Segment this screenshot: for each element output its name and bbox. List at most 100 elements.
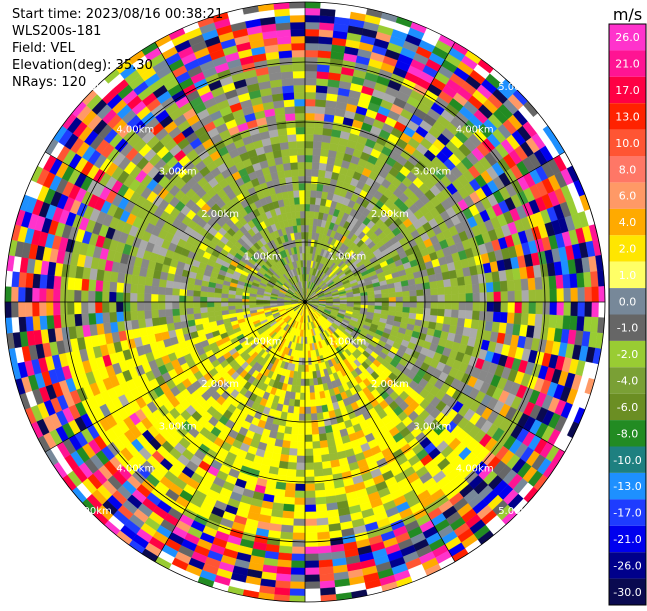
radar-gate [305,246,308,253]
radar-gate [74,290,81,302]
radar-gate [46,315,54,329]
radar-gate [208,312,216,318]
radar-gate [318,539,331,547]
radar-gate [67,290,74,303]
radar-gate [158,294,165,302]
radar-gate [293,413,300,420]
radar-gate [25,302,32,317]
radar-gate [88,302,95,313]
radar-gate [305,15,320,22]
radar-gate [283,504,294,512]
radar-gate [319,560,333,568]
radar-gate [235,302,242,306]
radar-gate [291,561,305,568]
radar-gate [279,461,289,469]
radar-gate [290,434,298,442]
radar-gate [452,302,459,310]
radar-gate [291,427,298,435]
radar-gate [464,276,472,286]
radar-gate [317,532,330,540]
radar-gate [123,283,131,293]
radar-gate [292,547,305,554]
radar-gate [535,277,543,290]
radar-gate [123,302,130,312]
radar-gate [354,302,361,305]
radar-gate [570,316,578,331]
radar-gate [67,277,75,290]
radar-gate [487,292,494,302]
radar-gate [375,302,382,306]
radar-gate [278,468,288,476]
radar-gate [368,302,375,306]
radar-gate [473,293,480,302]
radar-gate [46,275,54,289]
radar-gate [521,313,529,325]
radar-gate [592,287,599,302]
radar-gate [309,379,314,386]
radar-gate [536,302,543,315]
radar-gate [528,278,536,290]
radar-gate [375,298,382,302]
radar-gate [81,302,88,314]
radar-gate [305,120,315,127]
radar-gate [507,280,515,291]
radar-gate [375,294,382,298]
radar-gate [313,148,321,156]
radar-gate [529,302,536,314]
radar-gate [137,302,144,311]
radar-gate [443,317,451,325]
radar-gate [131,320,139,330]
radar-gate [138,319,146,329]
radar-gate [480,302,487,312]
radar-gate [186,296,193,302]
radar-gate [305,372,309,379]
radar-gate [318,546,332,554]
radar-gate [305,43,319,50]
radar-gate [109,292,116,302]
radar-gate [81,290,88,302]
radar-gate [274,587,290,595]
radar-gate [123,293,130,303]
radar-gate [315,490,326,498]
radar-gate [319,29,334,37]
radar-gate [305,190,311,197]
radar-gate [235,298,242,302]
radar-gate [317,64,330,72]
radar-gate [317,413,324,421]
radar-gate [403,291,410,297]
radar-gate [296,463,305,470]
radar-gate [200,297,207,303]
radar-gate [290,441,298,449]
radar-gate [289,448,297,456]
radar-gate [550,289,557,302]
radar-gate [188,320,196,327]
radar-gate [130,302,137,311]
radar-gate [305,365,309,372]
radar-gate [60,315,68,328]
radar-gate [388,288,396,293]
radar-gate [207,307,214,312]
radar-gate [416,290,423,297]
radar-gate [522,302,529,314]
radar-gate [60,289,67,302]
radar-gate [277,567,292,575]
radar-gate [571,288,578,302]
radar-gate [278,553,292,561]
radar-gate [298,435,305,442]
radar-gate [172,288,180,295]
radar-gate [95,302,102,313]
radar-gate [158,309,166,317]
radar-gate [479,283,487,293]
radar-gate [130,293,137,302]
radar-gate [102,312,110,323]
radar-gate [305,29,319,36]
radar-gate [458,285,466,294]
radar-gate [95,291,102,302]
radar-gate [493,312,501,323]
radar-gate [145,318,153,327]
radar-gate [315,399,321,407]
radar-gate [465,284,473,293]
radar-gate [577,316,585,331]
radar-gate [109,282,117,293]
